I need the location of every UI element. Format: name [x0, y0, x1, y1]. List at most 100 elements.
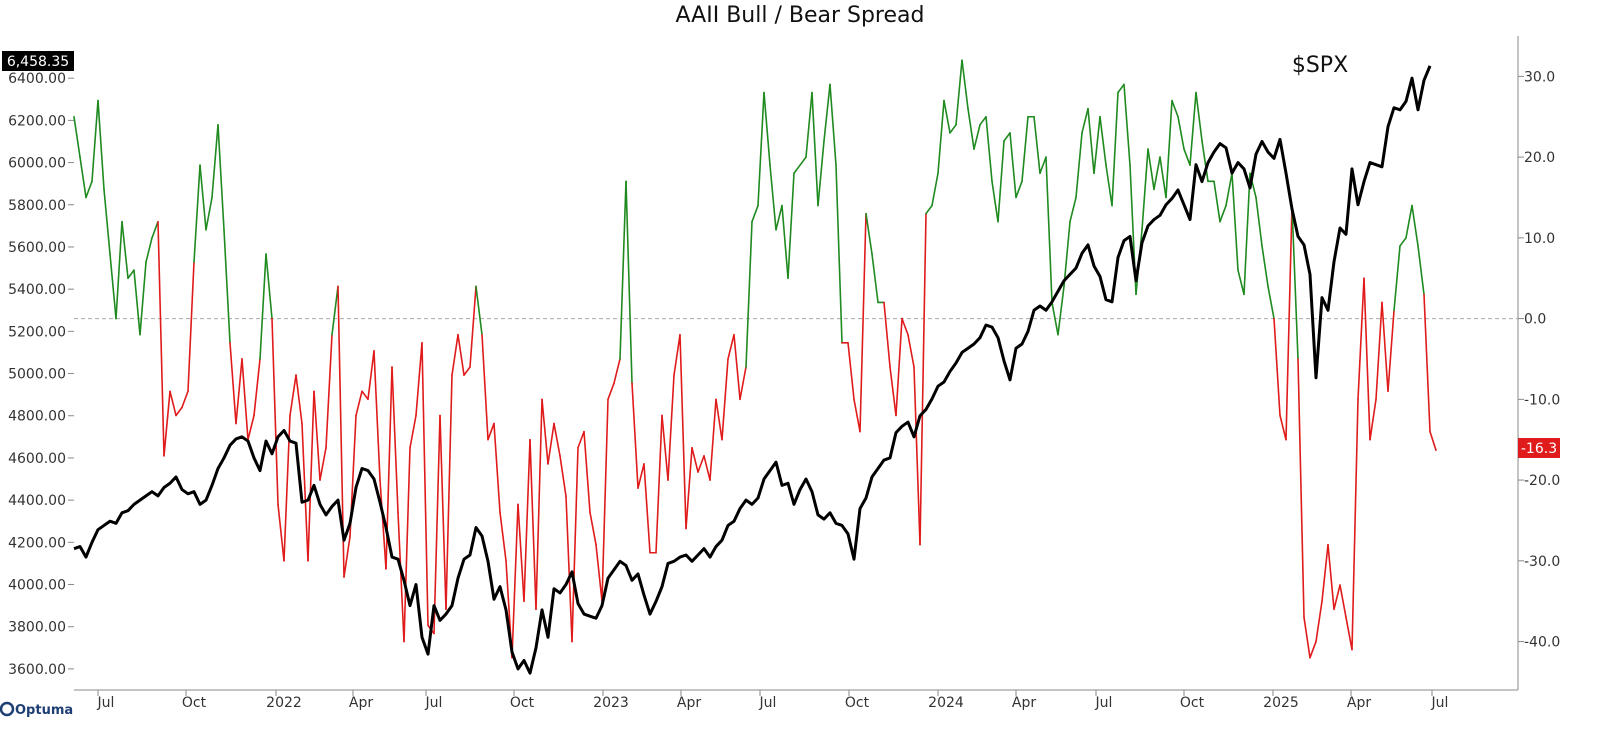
x-axis-tick-label: Apr — [1012, 695, 1036, 711]
spread-segment — [1231, 172, 1239, 271]
spread-segment — [1279, 414, 1287, 441]
spread-segment — [1321, 543, 1329, 602]
spread-segment — [925, 204, 933, 215]
spread-segment — [967, 107, 975, 150]
spread-segment — [271, 317, 279, 506]
spread-segment — [463, 366, 471, 376]
spread-flag: -16.3 — [1518, 438, 1560, 458]
spread-segment — [1075, 132, 1083, 199]
x-axis-tick-label: Jul — [97, 695, 115, 711]
spread-segment — [1393, 245, 1401, 312]
left-axis-tick-label: 5000.00 — [8, 367, 66, 383]
spread-segment — [1063, 220, 1071, 288]
spread-segment — [919, 212, 927, 546]
spread-segment — [1417, 245, 1425, 296]
spread-segment — [1045, 156, 1053, 304]
spread-segment — [931, 172, 939, 207]
optuma-logo-icon — [0, 701, 15, 717]
spread-segment — [451, 333, 459, 376]
spread-segment — [1171, 99, 1179, 118]
x-axis-tick-label: Apr — [677, 695, 701, 711]
x-axis-tick-label: 2023 — [593, 695, 629, 711]
spread-segment — [127, 269, 135, 280]
spread-segment — [1387, 309, 1395, 393]
spread-segment — [1087, 107, 1095, 175]
spread-segment — [913, 366, 921, 546]
spread-segment — [697, 455, 705, 473]
spread-segment — [1201, 140, 1209, 183]
right-axis: 30.0 20.0 10.0 0.0 -10.0 -20.0 -30.0 -40.0 — [1518, 69, 1560, 651]
spread-segment — [733, 333, 741, 401]
spread-segment — [709, 398, 717, 481]
left-axis-tick-label: 4000.00 — [8, 578, 66, 594]
spread-segment — [313, 390, 321, 481]
spread-segment — [871, 253, 879, 304]
left-axis-tick-label: 5800.00 — [8, 198, 66, 214]
spread-segment — [853, 398, 861, 433]
spread-segment — [229, 342, 237, 425]
spread-segment — [637, 463, 645, 489]
spread-segment — [1015, 180, 1023, 199]
spread-segment — [391, 366, 399, 514]
spread-flag-text: -16.3 — [1521, 441, 1557, 457]
x-axis-tick-label: 2025 — [1263, 695, 1299, 711]
spread-segment — [703, 455, 711, 481]
right-axis-tick-label: -40.0 — [1524, 635, 1560, 651]
spread-segment — [1381, 301, 1389, 393]
x-axis-tick-label: Jul — [1431, 695, 1449, 711]
spread-segment — [355, 390, 363, 417]
spread-segment — [343, 535, 351, 578]
spread-segment — [631, 382, 639, 489]
spread-segment — [1117, 83, 1125, 94]
spread-segment — [1333, 584, 1341, 611]
spread-segment — [145, 237, 153, 263]
spread-segment — [1375, 301, 1383, 401]
spread-segment — [325, 333, 333, 449]
spread-segment — [1141, 148, 1149, 231]
spread-segment — [781, 204, 789, 280]
spread-segment — [559, 455, 567, 498]
spread-segment — [601, 398, 609, 602]
spread-segment — [1033, 115, 1041, 175]
spread-segment — [1411, 204, 1419, 247]
spread-segment — [721, 358, 729, 441]
left-axis-tick-label: 3800.00 — [8, 620, 66, 636]
spread-segment — [955, 59, 963, 126]
spread-segment — [295, 374, 303, 425]
spread-segment — [583, 430, 591, 514]
spread-segment — [205, 196, 213, 231]
spread-segment — [487, 422, 495, 441]
spread-segment — [79, 156, 87, 199]
spread-segment — [1351, 398, 1359, 651]
spread-segment — [1225, 172, 1233, 207]
spread-segment — [1339, 584, 1347, 619]
spread-segment — [367, 350, 375, 401]
spread-segment — [1309, 640, 1317, 659]
spread-segment — [937, 99, 945, 175]
left-axis-tick-label: 4800.00 — [8, 409, 66, 425]
spread-segment — [373, 350, 381, 481]
spread-segment — [421, 342, 429, 627]
spread-segment — [1285, 204, 1293, 441]
spread-segment — [865, 212, 873, 255]
spread-segment — [445, 374, 453, 611]
spread-segment — [793, 164, 801, 175]
x-axis: Jul Oct 2022 Apr Jul Oct 2023 Apr Jul Oct 2024 Apr J… — [97, 690, 1449, 711]
spread-segment — [577, 430, 585, 449]
spread-segment — [529, 438, 537, 611]
right-axis-tick-label: 20.0 — [1524, 150, 1555, 166]
spread-segment — [493, 422, 501, 514]
price-flag: 6,458.35 — [2, 51, 74, 71]
spread-segment — [289, 374, 297, 417]
spread-segment — [625, 180, 633, 384]
spread-segment — [769, 164, 777, 231]
spread-segment — [655, 414, 663, 554]
left-axis-tick-label: 6200.00 — [8, 113, 66, 129]
spread-segment — [835, 164, 843, 344]
spread-segment — [817, 140, 825, 207]
spread-segment — [181, 390, 189, 409]
spread-segment — [517, 503, 525, 602]
spread-series — [73, 59, 1437, 659]
spread-segment — [97, 99, 105, 191]
spread-segment — [1057, 285, 1065, 336]
